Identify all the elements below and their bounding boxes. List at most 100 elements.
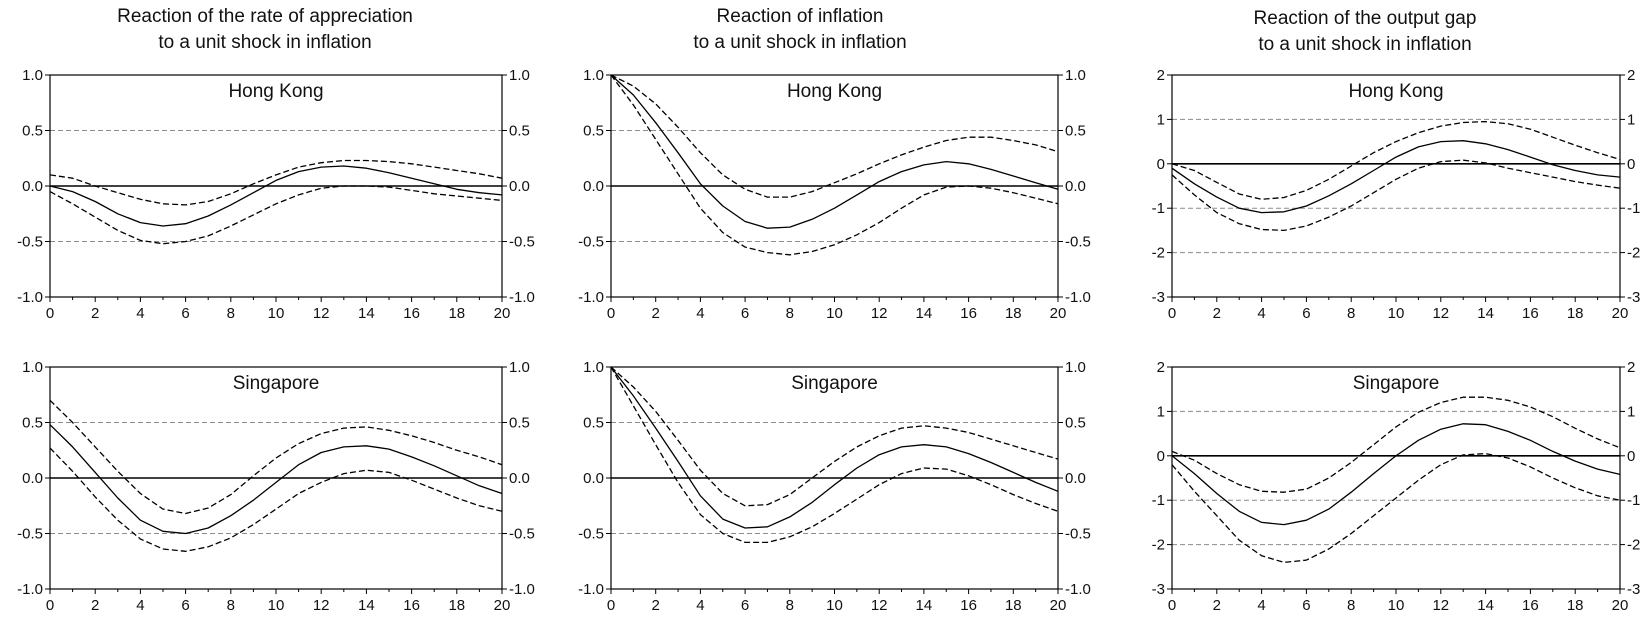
- x-tick-label: 14: [1477, 305, 1494, 322]
- y-tick-label-right: 1.0: [509, 359, 530, 376]
- x-tick-label: 6: [741, 597, 749, 614]
- y-tick-label-left: 1.0: [583, 359, 604, 376]
- x-tick-label: 2: [91, 305, 99, 322]
- panel-title: Singapore: [1353, 373, 1440, 394]
- confidence-band-line: [610, 366, 1059, 544]
- y-tick-label-right: -1.0: [1065, 581, 1091, 598]
- response-line: [1171, 423, 1621, 526]
- plot-frame: [1171, 366, 1621, 590]
- confidence-band-line: [49, 185, 503, 245]
- y-tick-label-left: 1.0: [22, 359, 43, 376]
- y-tick-label-right: -1.0: [509, 581, 535, 598]
- y-tick-label-right: 0.0: [509, 470, 530, 487]
- panel-title: Hong Kong: [1348, 81, 1443, 102]
- y-tick-label-right: -3: [1627, 581, 1640, 598]
- y-tick-label-right: -3: [1627, 289, 1640, 306]
- x-tick-label: 2: [652, 597, 660, 614]
- column-title-line2: to a unit shock in inflation: [158, 32, 372, 53]
- x-tick-label: 20: [494, 305, 511, 322]
- column-title-line2: to a unit shock in inflation: [693, 32, 907, 53]
- x-tick-label: 4: [1257, 305, 1265, 322]
- x-tick-label: 18: [1567, 305, 1584, 322]
- x-tick-label: 6: [1302, 597, 1310, 614]
- x-tick-label: 12: [313, 305, 330, 322]
- response-line: [610, 74, 1059, 229]
- x-tick-label: 18: [1567, 597, 1584, 614]
- response-line: [610, 366, 1059, 529]
- chart-panel-appreciation-singapore: 1.0 1.00.5 0.50.0 0.0-0.5 -0.5-1.0 -1.00 2 4 6 8 1…: [17, 359, 535, 614]
- x-tick-label: 18: [1005, 305, 1022, 322]
- x-tick-label: 16: [403, 597, 420, 614]
- y-tick-label-right: 1: [1627, 403, 1635, 420]
- x-tick-label: 12: [1432, 597, 1449, 614]
- y-tick-label-left: -1: [1152, 200, 1165, 217]
- confidence-band-line: [610, 74, 1059, 256]
- x-tick-label: 10: [1388, 305, 1405, 322]
- y-tick-label-left: 2: [1157, 67, 1165, 84]
- x-tick-label: 20: [1050, 597, 1067, 614]
- x-tick-label: 20: [1050, 305, 1067, 322]
- x-tick-label: 20: [1612, 597, 1629, 614]
- y-tick-label-right: 0.0: [1065, 470, 1086, 487]
- y-tick-label-right: 0.0: [509, 178, 530, 195]
- x-tick-label: 18: [448, 305, 465, 322]
- y-tick-label-right: 0.5: [509, 415, 530, 432]
- x-tick-label: 12: [313, 597, 330, 614]
- confidence-band-line: [610, 366, 1059, 507]
- y-tick-label-right: -2: [1627, 537, 1640, 554]
- y-tick-label-right: -1: [1627, 492, 1640, 509]
- column-title-inflation: Reaction of inflation to a unit shock in…: [555, 4, 1045, 56]
- y-tick-label-left: -0.5: [578, 234, 604, 251]
- x-tick-label: 2: [1213, 305, 1221, 322]
- x-tick-label: 8: [1347, 597, 1355, 614]
- panel-title: Hong Kong: [228, 81, 323, 102]
- y-tick-label-left: 1: [1157, 111, 1165, 128]
- x-tick-label: 0: [46, 597, 54, 614]
- x-tick-label: 4: [136, 597, 144, 614]
- y-tick-label-right: 2: [1627, 359, 1635, 376]
- y-tick-label-left: -1.0: [17, 289, 43, 306]
- x-tick-label: 20: [494, 597, 511, 614]
- y-tick-label-left: -1.0: [578, 581, 604, 598]
- y-tick-label-right: 1.0: [509, 67, 530, 84]
- x-tick-label: 14: [1477, 597, 1494, 614]
- y-tick-label-left: -3: [1152, 581, 1165, 598]
- chart-panel-inflation-singapore: 1.0 1.00.5 0.50.0 0.0-0.5 -0.5-1.0 -1.00 2 4 6 8 1…: [578, 359, 1091, 614]
- x-tick-label: 10: [268, 597, 285, 614]
- y-tick-label-left: -0.5: [17, 526, 43, 543]
- x-tick-label: 6: [1302, 305, 1310, 322]
- panel-title: Hong Kong: [787, 81, 882, 102]
- y-tick-label-left: 1.0: [22, 67, 43, 84]
- x-tick-label: 0: [46, 305, 54, 322]
- y-tick-label-right: 0.0: [1065, 178, 1086, 195]
- x-tick-label: 12: [1432, 305, 1449, 322]
- x-tick-label: 4: [1257, 597, 1265, 614]
- y-tick-label-left: -0.5: [578, 526, 604, 543]
- x-tick-label: 8: [227, 305, 235, 322]
- column-title-line2: to a unit shock in inflation: [1258, 34, 1472, 55]
- column-title-output-gap: Reaction of the output gap to a unit sho…: [1110, 6, 1620, 58]
- chart-panel-appreciation-hong-kong: 1.0 1.00.5 0.50.0 0.0-0.5 -0.5-1.0 -1.00 2 4 6 8 1…: [17, 67, 535, 322]
- x-tick-label: 10: [1388, 597, 1405, 614]
- x-tick-label: 10: [268, 305, 285, 322]
- confidence-band-line: [49, 447, 503, 552]
- response-line: [1171, 140, 1621, 214]
- response-line: [49, 424, 503, 535]
- x-tick-label: 10: [826, 305, 843, 322]
- x-tick-label: 18: [448, 597, 465, 614]
- x-tick-label: 10: [826, 597, 843, 614]
- x-tick-label: 14: [358, 305, 375, 322]
- y-tick-label-right: -1.0: [1065, 289, 1091, 306]
- x-tick-label: 4: [696, 305, 704, 322]
- column-title-line1: Reaction of the rate of appreciation: [117, 6, 413, 27]
- panel-title: Singapore: [233, 373, 320, 394]
- y-tick-label-right: 0.5: [509, 123, 530, 140]
- x-tick-label: 2: [652, 305, 660, 322]
- x-tick-label: 16: [960, 597, 977, 614]
- x-tick-label: 12: [871, 305, 888, 322]
- x-tick-label: 12: [871, 597, 888, 614]
- x-tick-label: 16: [1522, 597, 1539, 614]
- y-tick-label-left: -1.0: [578, 289, 604, 306]
- confidence-band-line: [49, 159, 503, 206]
